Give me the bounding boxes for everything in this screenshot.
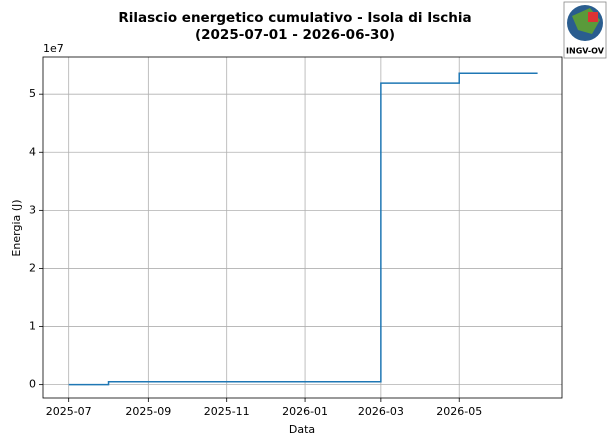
x-tick-label: 2026-03 [358,405,404,418]
logo-text: INGV-OV [566,47,605,56]
y-tick-label: 1 [29,320,36,333]
y-tick-label: 5 [29,87,36,100]
x-tick-label: 2025-09 [125,405,171,418]
logo-mark [588,12,598,22]
y-tick-label: 3 [29,203,36,216]
x-tick-label: 2025-11 [204,405,250,418]
x-tick-label: 2026-05 [436,405,482,418]
y-axis-label: Energia (J) [10,199,23,256]
y-tick-label: 0 [29,378,36,391]
step-line [68,72,538,386]
y-tick-label: 2 [29,261,36,274]
plot-frame [42,56,563,399]
x-tick-label: 2025-07 [46,405,92,418]
x-axis-label: Data [289,423,315,436]
chart-title: Rilascio energetico cumulativo - Isola d… [118,10,471,26]
logo: INGV-OV [563,1,607,59]
y-tick-label: 4 [29,145,36,158]
y-offset-label: 1e7 [43,42,64,55]
chart-subtitle: (2025-07-01 - 2026-06-30) [195,27,395,43]
x-tick-label: 2026-01 [282,405,328,418]
